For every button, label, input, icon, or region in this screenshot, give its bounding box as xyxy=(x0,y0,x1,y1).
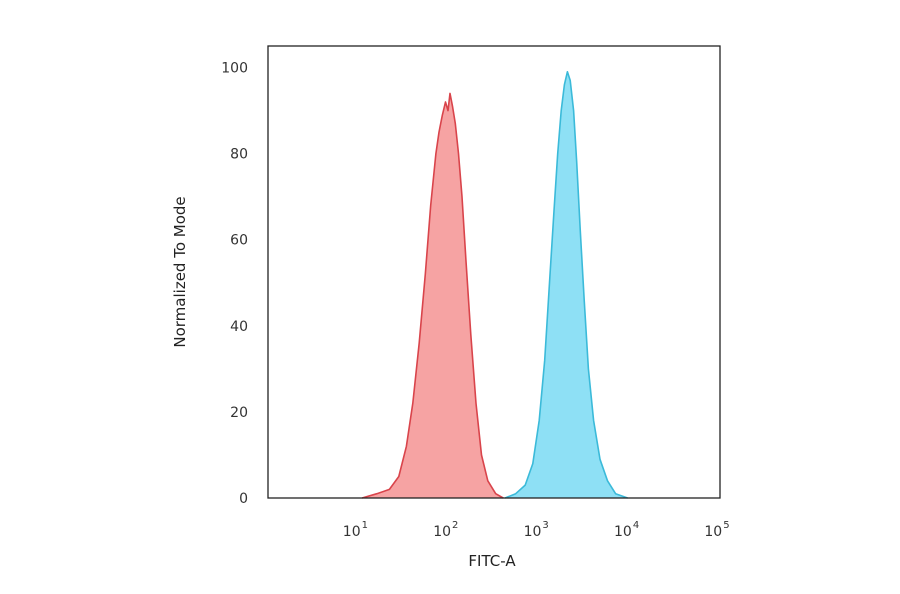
series-2-outline xyxy=(504,71,628,499)
plot-frame xyxy=(267,45,721,499)
plot-layer xyxy=(361,71,628,499)
x-tick-label: 102 xyxy=(433,520,458,540)
y-axis-ticks: 0 20 40 60 80 100 xyxy=(221,61,248,507)
x-axis-title: FITC-A xyxy=(468,552,516,570)
series-1-area xyxy=(362,93,504,499)
y-tick-label: 80 xyxy=(230,147,248,163)
y-tick-label: 0 xyxy=(239,491,248,507)
y-tick-label: 20 xyxy=(230,405,248,421)
y-tick-label: 100 xyxy=(221,61,248,77)
x-tick-label: 101 xyxy=(343,520,368,540)
x-tick-label: 103 xyxy=(524,520,549,540)
y-tick-label: 40 xyxy=(230,319,248,335)
x-tick-label: 104 xyxy=(614,520,639,540)
series-1-outline xyxy=(361,92,504,499)
y-tick-label: 60 xyxy=(230,233,248,249)
y-axis-title: Normalized To Mode xyxy=(171,196,189,347)
x-axis-ticks: 101 102 103 104 105 xyxy=(343,520,730,540)
x-tick-label: 105 xyxy=(704,520,729,540)
series-2-area xyxy=(505,71,628,499)
